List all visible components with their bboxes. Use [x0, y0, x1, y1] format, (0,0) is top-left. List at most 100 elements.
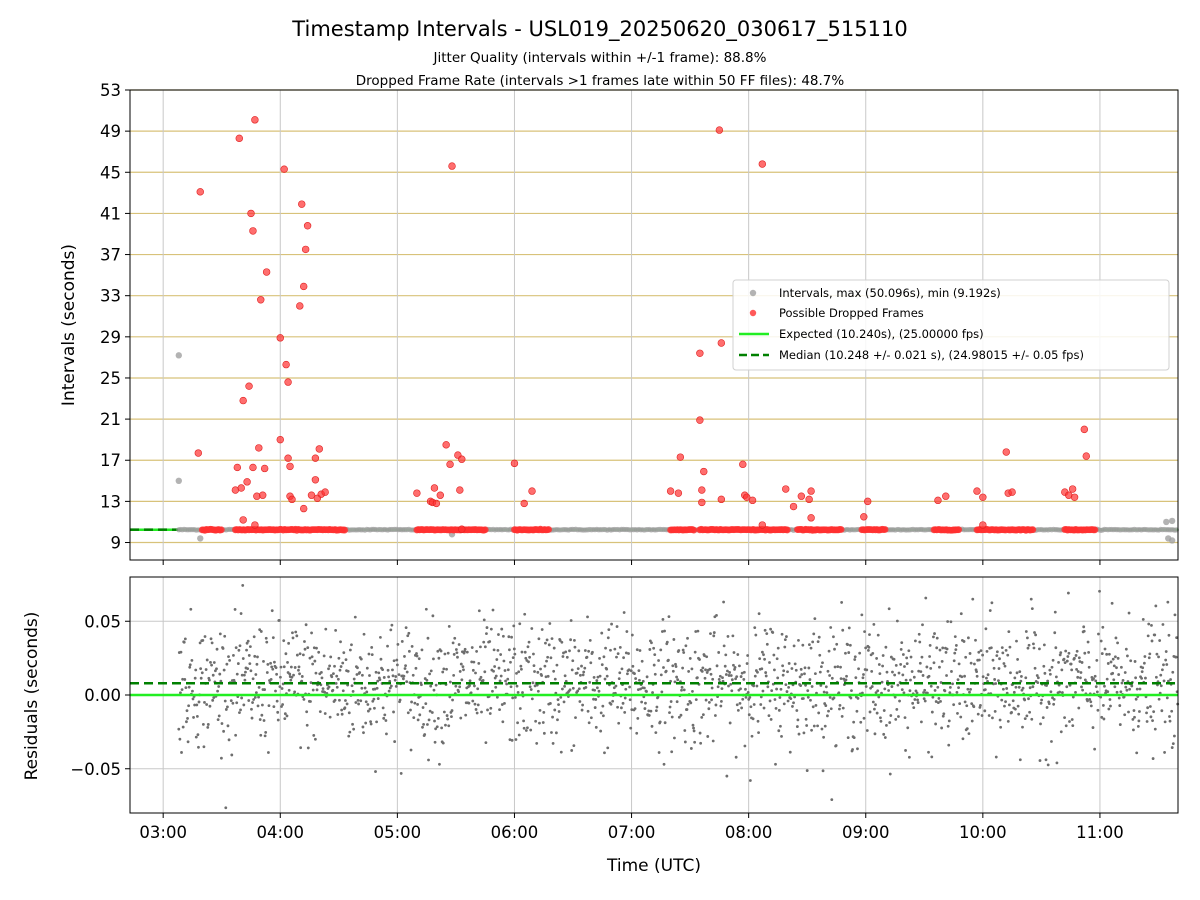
residual-point [924, 596, 928, 600]
residual-point [770, 689, 774, 692]
residual-point [1094, 685, 1098, 689]
residual-point [353, 615, 357, 619]
residual-point [901, 673, 905, 677]
residual-point [330, 675, 334, 679]
residual-point [382, 676, 386, 679]
dropped-frame-point [743, 493, 751, 501]
residual-point [768, 661, 771, 664]
intervals-y-tick-label: 37 [100, 246, 121, 265]
residual-point [836, 665, 840, 669]
residual-point [474, 708, 478, 711]
residual-point [951, 682, 954, 686]
residual-point [720, 687, 724, 691]
residual-point [209, 661, 212, 664]
residual-point [956, 712, 959, 715]
residual-point [663, 629, 666, 633]
residual-point [511, 696, 515, 700]
residual-point [1106, 662, 1110, 665]
residual-point [1032, 642, 1035, 646]
residual-point [341, 689, 345, 693]
residual-point [436, 649, 440, 653]
residual-point [668, 711, 671, 715]
subtitle-jitter: Jitter Quality (intervals within +/-1 fr… [433, 50, 767, 66]
residual-point [744, 695, 748, 699]
residual-point [930, 755, 934, 759]
residual-point [433, 740, 437, 744]
residual-point [348, 730, 352, 734]
residual-point [501, 720, 505, 724]
residual-point [1028, 710, 1032, 714]
residual-point [560, 687, 564, 691]
residual-point [907, 755, 911, 759]
residual-point [607, 628, 611, 632]
residual-point [491, 608, 495, 612]
residual-point [969, 661, 973, 665]
residual-point [314, 737, 317, 741]
residual-point [1015, 671, 1019, 675]
residual-point [327, 685, 331, 689]
residual-point [265, 671, 269, 674]
residual-point [1035, 674, 1039, 677]
residual-point [669, 700, 673, 703]
residual-point [862, 673, 865, 676]
residual-point [1136, 724, 1140, 728]
residual-point [780, 734, 783, 738]
residual-point [477, 661, 481, 665]
dropped-frame-point [307, 491, 316, 499]
residual-point [703, 654, 706, 658]
residual-point [918, 640, 922, 644]
residual-point [417, 657, 421, 661]
residual-point [456, 655, 459, 659]
residual-point [498, 679, 502, 683]
residual-point [600, 663, 604, 667]
residual-point [703, 676, 707, 680]
residual-point [674, 662, 677, 666]
residual-point [783, 638, 787, 642]
residuals-y-tick-label: 0.00 [84, 686, 121, 705]
residual-point [804, 683, 807, 687]
residual-point [796, 718, 800, 722]
residual-point [808, 678, 812, 681]
residual-point [195, 703, 199, 707]
residual-point [251, 701, 254, 704]
residual-point [447, 724, 451, 728]
residual-point [686, 702, 690, 706]
residual-point [394, 685, 398, 688]
residual-point [1153, 727, 1157, 731]
residual-point [569, 619, 573, 622]
residual-point [504, 679, 507, 683]
residual-point [755, 684, 759, 688]
residual-point [1137, 719, 1141, 723]
residual-point [863, 630, 866, 633]
residual-point [919, 670, 923, 674]
residual-point [794, 668, 798, 672]
residual-point [762, 653, 765, 657]
intervals-y-tick-label: 17 [100, 451, 121, 470]
residual-point [458, 685, 462, 689]
residual-point [1158, 639, 1162, 642]
residual-point [395, 658, 399, 662]
residual-point [255, 662, 259, 666]
residual-point [677, 649, 681, 652]
residual-point [728, 671, 732, 674]
residual-point [624, 687, 628, 691]
residual-point [948, 691, 952, 695]
residual-point [564, 650, 568, 654]
dropped-frame-point [257, 296, 265, 304]
residual-point [606, 636, 610, 640]
residual-point [680, 688, 683, 692]
residual-point [402, 674, 406, 678]
x-tick-label: 10:00 [959, 823, 1007, 842]
residual-point [469, 691, 473, 695]
residual-point [1089, 704, 1093, 708]
residual-point [302, 697, 306, 701]
residual-point [959, 612, 963, 616]
residual-point [1024, 676, 1028, 680]
residual-point [1074, 654, 1078, 657]
dropped-frame-point [1082, 452, 1090, 460]
residual-point [929, 666, 933, 670]
residual-point [894, 663, 898, 667]
residual-point [1119, 690, 1123, 694]
residual-point [736, 708, 740, 712]
residual-point [822, 690, 826, 694]
